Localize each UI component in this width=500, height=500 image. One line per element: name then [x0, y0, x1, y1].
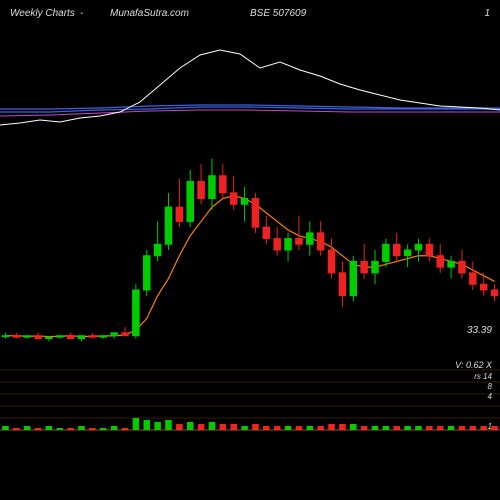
scale-label-0: rs 14 [474, 372, 492, 381]
volume-svg [0, 360, 500, 440]
scale-label-3: 1 [488, 422, 492, 431]
last-price: 33.39 [467, 325, 492, 336]
symbol-label: BSE 507609 [250, 8, 306, 19]
price-panel: 33.39 [0, 150, 500, 350]
last-volume: V: 0.62 X [455, 360, 492, 370]
indicator-panel [0, 40, 500, 130]
scale-label-1: 8 [488, 382, 492, 391]
scale-label-2: 4 [488, 392, 492, 401]
price-svg [0, 150, 500, 350]
indicator-svg [0, 40, 500, 130]
interval-label: 1 [484, 8, 490, 19]
site-name: MunafaSutra.com [110, 8, 189, 19]
volume-panel: V: 0.62 X rs 14 8 4 1 [0, 360, 500, 440]
chart-title: Weekly Charts [10, 8, 75, 19]
